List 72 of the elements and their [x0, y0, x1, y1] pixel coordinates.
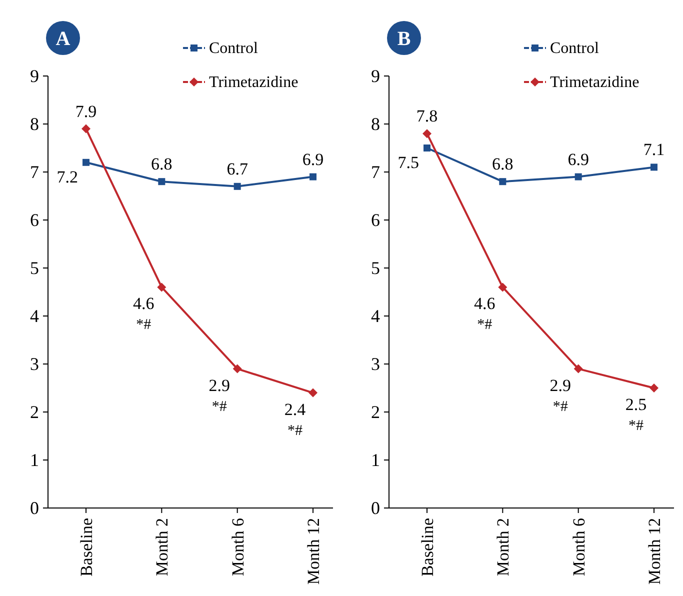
- legend-label: Control: [209, 40, 258, 57]
- point: [422, 129, 432, 138]
- chart-title: A: [56, 28, 71, 50]
- y-tick-label: 9: [371, 66, 380, 86]
- annotation: *#: [552, 398, 568, 415]
- data-label: 7.8: [416, 106, 438, 126]
- y-tick-label: 2: [30, 402, 39, 422]
- data-label: 4.6: [474, 294, 496, 314]
- data-label: 6.7: [226, 159, 248, 178]
- y-tick-label: 4: [30, 306, 39, 326]
- y-tick-label: 9: [30, 66, 39, 86]
- annotation: *#: [288, 422, 303, 439]
- annotation: *#: [477, 317, 493, 334]
- data-label: 7.9: [75, 102, 97, 121]
- annotation: *#: [628, 418, 644, 434]
- point: [650, 164, 658, 171]
- x-tick-label: Month 2: [494, 518, 513, 576]
- y-tick-label: 1: [371, 450, 380, 470]
- y-tick-label: 4: [371, 306, 380, 326]
- data-label: 7.1: [643, 140, 665, 160]
- data-label: 6.8: [151, 154, 172, 174]
- point: [499, 178, 506, 186]
- point: [82, 158, 90, 166]
- y-tick-label: 8: [30, 114, 39, 134]
- point: [234, 182, 241, 190]
- y-tick-label: 7: [371, 162, 380, 182]
- data-label: 6.8: [492, 154, 514, 174]
- legend-label: Trimetazidine: [550, 74, 640, 91]
- y-tick-label: 7: [30, 162, 39, 182]
- data-label: 4.6: [133, 294, 154, 314]
- data-label: 2.4: [284, 400, 306, 419]
- point: [424, 144, 430, 152]
- y-tick-label: 6: [30, 210, 39, 230]
- x-tick-label: Month 6: [569, 518, 588, 576]
- point: [574, 364, 583, 374]
- point: [308, 388, 318, 398]
- data-label: 6.9: [568, 150, 589, 169]
- point: [82, 124, 90, 134]
- annotation: *#: [212, 398, 228, 415]
- data-label: 2.9: [550, 376, 571, 395]
- point: [498, 282, 508, 292]
- y-tick-label: 1: [30, 450, 39, 470]
- x-tick-label: Month 6: [228, 518, 248, 576]
- point: [310, 173, 316, 180]
- y-tick-label: 3: [371, 354, 380, 374]
- data-label: 6.9: [302, 150, 324, 169]
- point: [232, 364, 242, 374]
- y-tick-label: 3: [30, 354, 39, 374]
- data-label: 2.9: [208, 376, 230, 395]
- data-label: 7.5: [398, 153, 419, 172]
- annotation: *#: [136, 317, 152, 334]
- y-tick-label: 8: [371, 114, 380, 134]
- legend-label: Control: [550, 40, 600, 57]
- y-tick-label: 5: [371, 258, 380, 278]
- y-tick-label: 0: [30, 498, 39, 518]
- y-tick-label: 6: [371, 210, 380, 230]
- y-tick-label: 2: [371, 402, 380, 422]
- y-tick-label: 0: [371, 498, 380, 518]
- x-tick-label: Month 2: [152, 518, 172, 576]
- point: [157, 282, 166, 292]
- y-tick-label: 5: [30, 258, 39, 278]
- x-tick-label: Month 12: [304, 518, 323, 585]
- point: [650, 384, 658, 392]
- chart-title: B: [397, 28, 411, 50]
- x-tick-label: Baseline: [418, 518, 437, 577]
- x-tick-label: Baseline: [77, 518, 96, 577]
- data-label: 7.2: [56, 167, 78, 186]
- point: [158, 178, 166, 186]
- legend-label: Trimetazidine: [209, 74, 298, 91]
- point: [574, 173, 582, 180]
- x-tick-label: Month 12: [645, 518, 664, 585]
- data-label: 2.5: [625, 395, 647, 414]
